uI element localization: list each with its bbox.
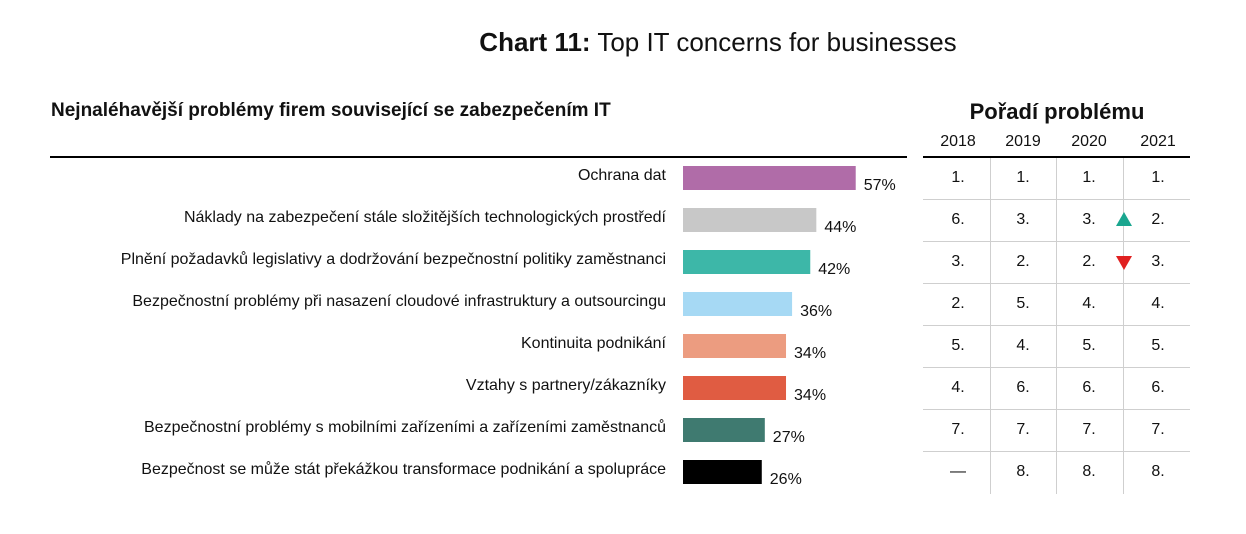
rank-cell: 4.: [1082, 295, 1096, 312]
category-label: Bezpečnostní problémy při nasazení cloud…: [132, 293, 666, 310]
bar-value-label: 26%: [770, 471, 802, 488]
category-label: Kontinuita podnikání: [521, 335, 666, 352]
rank-cell: 6.: [1151, 379, 1165, 396]
bar: [683, 418, 765, 442]
rank-column-divider: [1056, 158, 1057, 494]
category-label: Bezpečnostní problémy s mobilními zaříze…: [144, 419, 666, 436]
rank-cell: 8.: [1082, 463, 1096, 480]
category-label: Vztahy s partnery/zákazníky: [465, 377, 666, 394]
bar-value-label: 34%: [794, 387, 826, 404]
rank-cell: 5.: [1016, 295, 1030, 312]
bar: [683, 376, 787, 400]
rank-cell: 2.: [1016, 253, 1030, 270]
rank-table-divider: [923, 156, 1190, 158]
rank-cell: 6.: [1082, 379, 1096, 396]
rank-year-header: 2020: [1071, 133, 1107, 150]
bar: [683, 292, 793, 316]
rank-cell: 2.: [1151, 211, 1165, 228]
rank-cell: 2.: [1082, 253, 1096, 270]
bar-value-label: 42%: [818, 261, 850, 278]
rank-year-header: 2019: [1005, 133, 1041, 150]
bar: [683, 208, 817, 232]
rank-cell: 5.: [1151, 337, 1165, 354]
category-label: Bezpečnost se může stát překážkou transf…: [141, 461, 666, 478]
bar: [683, 250, 811, 274]
rank-column-divider: [1123, 158, 1124, 494]
rank-cell: 3.: [951, 253, 965, 270]
rank-column-divider: [990, 158, 991, 494]
rank-cell: 8.: [1016, 463, 1030, 480]
bar: [683, 166, 856, 190]
bar-value-label: 34%: [794, 345, 826, 362]
rank-cell: 8.: [1151, 463, 1165, 480]
category-label: Ochrana dat: [577, 167, 666, 184]
rank-cell: 7.: [1082, 421, 1096, 438]
rank-year-header: 2021: [1140, 133, 1176, 150]
rank-cell: 7.: [951, 421, 965, 438]
bar-value-label: 44%: [824, 219, 856, 236]
rank-cell: 6.: [1016, 379, 1030, 396]
rank-cell: 4.: [1151, 295, 1165, 312]
bar: [683, 334, 787, 358]
rank-cell: 1.: [1082, 169, 1096, 186]
rank-year-header: 2018: [940, 133, 976, 150]
rank-cell: 2.: [951, 295, 965, 312]
rank-cell: 5.: [1082, 337, 1096, 354]
rank-cell: 5.: [951, 337, 965, 354]
rank-cell: 3.: [1016, 211, 1030, 228]
rank-cell: 1.: [1151, 169, 1165, 186]
triangle-up-icon: [1116, 212, 1132, 226]
rank-cell: 1.: [951, 169, 965, 186]
rank-cell: 3.: [1151, 253, 1165, 270]
chart-title-number: Chart 11:: [479, 27, 591, 57]
triangle-down-icon: [1116, 256, 1132, 270]
bar-value-label: 36%: [800, 303, 832, 320]
rank-cell: 3.: [1082, 211, 1096, 228]
rank-cell: 6.: [951, 211, 965, 228]
rank-cell: 4.: [951, 379, 965, 396]
bar: [683, 460, 762, 484]
rank-cell: 4.: [1016, 337, 1030, 354]
rank-cell: —: [950, 463, 966, 480]
rank-cell: 7.: [1151, 421, 1165, 438]
chart-title-text: Top IT concerns for businesses: [590, 27, 957, 57]
category-label: Náklady na zabezpečení stále složitějšíc…: [183, 209, 666, 226]
category-label: Plnění požadavků legislativy a dodržován…: [120, 251, 666, 268]
rank-table-title: Pořadí problému: [969, 99, 1145, 124]
bar-value-label: 27%: [773, 429, 805, 446]
bar-value-label: 57%: [864, 177, 896, 194]
rank-cell: 1.: [1016, 169, 1030, 186]
header-divider: [50, 156, 907, 158]
rank-cell: 7.: [1016, 421, 1030, 438]
chart-subtitle: Nejnaléhavější problémy firem souvisejíc…: [51, 100, 611, 121]
chart-title: Chart 11: Top IT concerns for businesses: [0, 27, 1246, 58]
